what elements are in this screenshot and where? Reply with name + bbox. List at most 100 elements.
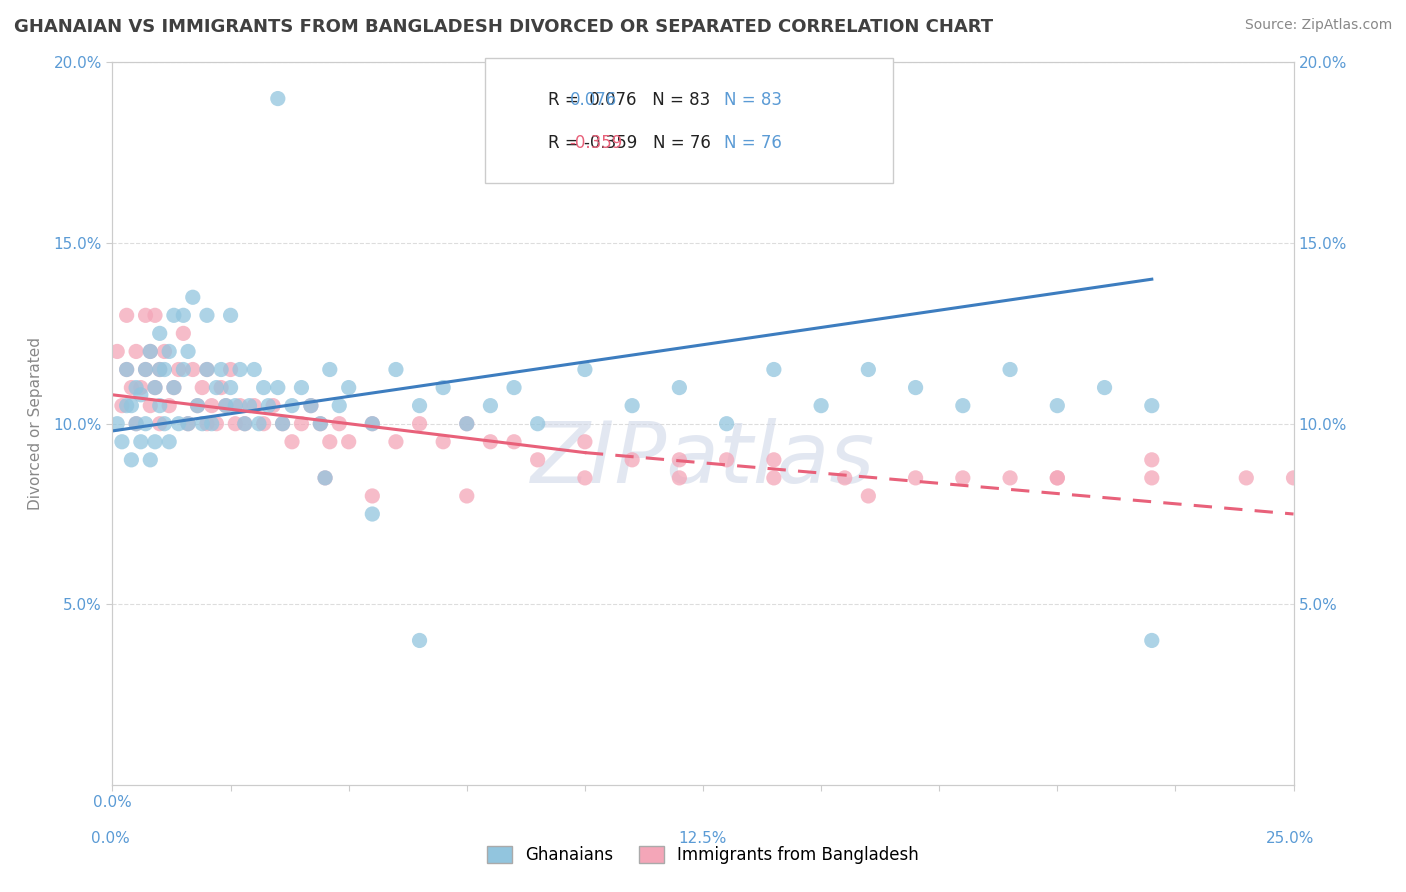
Point [621,453,644,467]
Point [337,380,360,394]
Point [319,362,342,376]
Point [219,308,242,322]
Point [143,308,166,322]
Point [177,417,200,431]
Legend: Ghanaians, Immigrants from Bangladesh: Ghanaians, Immigrants from Bangladesh [481,839,925,871]
Point [143,380,166,394]
Point [115,308,138,322]
Point [319,434,342,449]
Point [337,434,360,449]
Point [224,417,246,431]
Point [139,453,162,467]
Point [257,399,280,413]
Point [253,417,276,431]
Text: ZIPatlas: ZIPatlas [531,418,875,501]
Point [952,399,974,413]
Point [115,399,138,413]
Point [361,507,384,521]
Point [115,362,138,376]
Point [1046,399,1069,413]
Point [129,434,152,449]
Point [139,399,162,413]
Point [191,417,214,431]
Point [479,399,502,413]
Y-axis label: Divorced or Separated: Divorced or Separated [28,337,42,510]
Point [167,417,190,431]
Point [267,380,290,394]
Point [668,380,690,394]
Text: R =  0.076   N = 83: R = 0.076 N = 83 [548,91,710,109]
Point [177,417,200,431]
Text: Source: ZipAtlas.com: Source: ZipAtlas.com [1244,18,1392,32]
Point [172,362,194,376]
Text: GHANAIAN VS IMMIGRANTS FROM BANGLADESH DIVORCED OR SEPARATED CORRELATION CHART: GHANAIAN VS IMMIGRANTS FROM BANGLADESH D… [14,18,993,36]
Point [238,399,260,413]
Point [233,417,256,431]
Point [247,417,270,431]
Point [762,362,785,376]
Point [149,399,172,413]
Point [120,399,142,413]
Point [1046,471,1069,485]
Point [135,308,157,322]
Point [129,388,152,402]
Point [328,399,350,413]
Point [201,417,224,431]
Point [181,290,204,304]
Point [135,362,157,376]
Point [1046,471,1069,485]
Point [858,489,880,503]
Point [456,417,478,431]
Point [195,362,218,376]
Point [385,362,408,376]
Point [290,417,312,431]
Point [858,362,880,376]
Text: 0.076: 0.076 [569,91,617,109]
Point [328,417,350,431]
Point [526,417,548,431]
Point [267,91,290,105]
Point [135,362,157,376]
Point [408,399,430,413]
Point [201,399,224,413]
Point [167,362,190,376]
Point [139,344,162,359]
Point [243,399,266,413]
Point [105,344,128,359]
Point [1140,471,1163,485]
Point [432,380,454,394]
Point [157,434,180,449]
Point [219,362,242,376]
Point [125,417,148,431]
Point [762,453,785,467]
Point [456,417,478,431]
Point [290,380,312,394]
Point [186,399,208,413]
Point [209,362,232,376]
Point [716,417,738,431]
Point [149,417,172,431]
Point [262,399,284,413]
Point [153,417,176,431]
Point [1140,399,1163,413]
Point [574,471,596,485]
Point [163,308,186,322]
Point [1234,471,1257,485]
Point [229,399,252,413]
Text: N = 76: N = 76 [724,134,782,152]
Point [271,417,294,431]
Point [224,399,246,413]
Point [120,380,142,394]
Point [195,308,218,322]
Point [139,344,162,359]
Point [762,471,785,485]
Point [153,344,176,359]
Point [105,417,128,431]
Point [526,453,548,467]
Point [952,471,974,485]
Point [668,471,690,485]
Point [904,471,927,485]
Point [408,417,430,431]
Point [574,362,596,376]
Text: N = 83: N = 83 [724,91,782,109]
